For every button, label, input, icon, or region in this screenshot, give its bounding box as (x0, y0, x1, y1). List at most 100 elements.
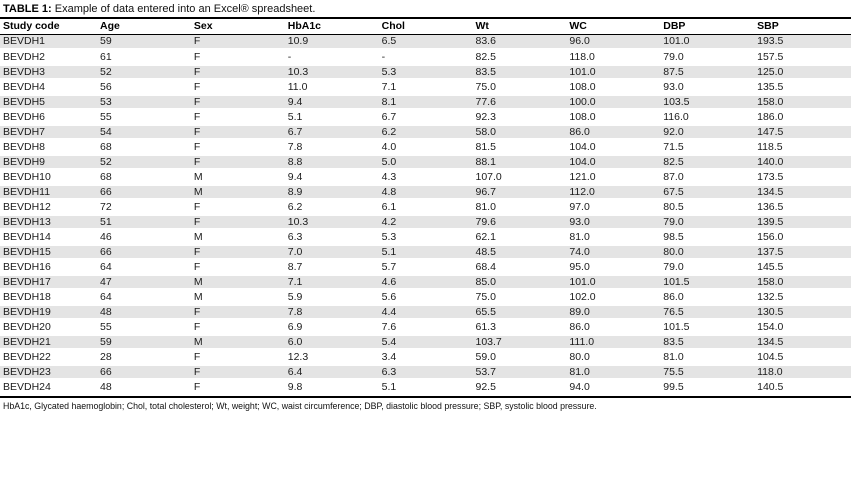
table-cell: 67.5 (663, 184, 758, 201)
table-cell: 66 (100, 244, 194, 261)
column-header-wt: Wt (475, 18, 570, 35)
table-cell: 6.9 (287, 319, 382, 336)
table-cell: 8.8 (287, 154, 382, 171)
table-footnote: HbA1c, Glycated haemoglobin; Chol, total… (3, 400, 597, 411)
table-cell: BEVDH10 (0, 169, 100, 186)
table-cell: 5.0 (381, 154, 476, 171)
table-cell: 7.6 (381, 319, 476, 336)
table-cell: 11.0 (287, 79, 382, 96)
table-cell: BEVDH3 (0, 64, 100, 81)
table-cell: 97.0 (569, 199, 664, 216)
table-cell: 72 (100, 199, 194, 216)
table-cell: 61 (100, 49, 194, 66)
document-page: TABLE 1: Example of data entered into an… (0, 0, 851, 411)
table-cell: 121.0 (569, 169, 664, 186)
table-cell: 81.5 (475, 139, 570, 156)
table-cell: 80.5 (663, 199, 758, 216)
table-cell: 12.3 (287, 349, 382, 366)
table-row: BEVDH3 52 F 10.3 5.3 83.5 101.0 87.5 125.0 (0, 64, 851, 81)
table-caption: TABLE 1: Example of data entered into an… (0, 0, 851, 17)
table-cell: 7.8 (287, 304, 382, 321)
table-cell: 96.7 (475, 184, 570, 201)
table-cell: 65.5 (475, 304, 570, 321)
table-cell: 81.0 (475, 199, 570, 216)
table-row: BEVDH12 72 F 6.2 6.1 81.0 97.0 80.5 136.5 (0, 199, 851, 216)
table-cell: 96.0 (569, 34, 664, 51)
table-cell: 3.4 (381, 349, 476, 366)
table-cell: 7.8 (287, 139, 382, 156)
table-cell: 104.0 (569, 139, 664, 156)
table-cell: F (193, 259, 288, 276)
table-cell: 75.0 (475, 79, 570, 96)
table-cell: 4.4 (381, 304, 476, 321)
table-cell: 53.7 (475, 364, 570, 381)
table-cell: 137.5 (757, 244, 851, 261)
table-cell: 59.0 (475, 349, 570, 366)
table-cell: 135.5 (757, 79, 851, 96)
table-cell: BEVDH20 (0, 319, 100, 336)
table-cell: BEVDH18 (0, 289, 100, 306)
table-cell: 145.5 (757, 259, 851, 276)
table-cell: 81.0 (663, 349, 758, 366)
table-cell: 86.0 (569, 124, 664, 141)
column-header-age: Age (100, 18, 194, 35)
column-header-sex: Sex (193, 18, 288, 35)
table-cell: 99.5 (663, 379, 758, 396)
table-cell: BEVDH9 (0, 154, 100, 171)
table-cell: F (193, 364, 288, 381)
table-cell: F (193, 139, 288, 156)
table-cell: 75.5 (663, 364, 758, 381)
table-cell: 8.1 (381, 94, 476, 111)
table-caption-label: TABLE 1: (3, 3, 52, 15)
table-cell: BEVDH16 (0, 259, 100, 276)
table-cell: 52 (100, 154, 194, 171)
table-cell: BEVDH11 (0, 184, 100, 201)
table-cell: 118.0 (569, 49, 664, 66)
table-cell: BEVDH2 (0, 49, 100, 66)
table-cell: 92.3 (475, 109, 570, 126)
table-cell: 62.1 (475, 229, 570, 246)
column-header-wc: WC (569, 18, 664, 35)
table-cell: BEVDH14 (0, 229, 100, 246)
table-cell: 101.0 (569, 64, 664, 81)
table-row: BEVDH19 48 F 7.8 4.4 65.5 89.0 76.5 130.5 (0, 304, 851, 321)
table-cell: 88.1 (475, 154, 570, 171)
table-cell: BEVDH13 (0, 214, 100, 231)
table-cell: 111.0 (569, 334, 664, 351)
table-bottom-rule (0, 395, 851, 398)
table-cell: 68 (100, 169, 194, 186)
table-cell: BEVDH23 (0, 364, 100, 381)
table-cell: 9.8 (287, 379, 382, 396)
table-cell: 5.3 (381, 64, 476, 81)
table-cell: 79.6 (475, 214, 570, 231)
table-cell: 68.4 (475, 259, 570, 276)
table-cell: 136.5 (757, 199, 851, 216)
table-cell: - (287, 49, 382, 66)
table-row: BEVDH14 46 M 6.3 5.3 62.1 81.0 98.5 156.0 (0, 229, 851, 246)
table-cell: 10.9 (287, 34, 382, 51)
table-cell: BEVDH1 (0, 34, 100, 51)
table-cell: 56 (100, 79, 194, 96)
table-cell: 61.3 (475, 319, 570, 336)
table-cell: 5.4 (381, 334, 476, 351)
table-cell: 93.0 (569, 214, 664, 231)
data-table: Study code Age Sex HbA1c Chol Wt WC DBP … (0, 17, 851, 396)
table-cell: 112.0 (569, 184, 664, 201)
table-row: BEVDH10 68 M 9.4 4.3 107.0 121.0 87.0 173.5 (0, 169, 851, 186)
table-cell: 6.3 (287, 229, 382, 246)
table-cell: 140.0 (757, 154, 851, 171)
table-cell: 55 (100, 319, 194, 336)
table-cell: 6.4 (287, 364, 382, 381)
table-cell: 6.0 (287, 334, 382, 351)
table-cell: 156.0 (757, 229, 851, 246)
table-cell: 193.5 (757, 34, 851, 51)
table-row: BEVDH16 64 F 8.7 5.7 68.4 95.0 79.0 145.5 (0, 259, 851, 276)
table-cell: 4.2 (381, 214, 476, 231)
table-cell: 103.5 (663, 94, 758, 111)
table-cell: - (381, 49, 476, 66)
table-cell: 74.0 (569, 244, 664, 261)
table-cell: 173.5 (757, 169, 851, 186)
table-cell: 82.5 (475, 49, 570, 66)
table-cell: F (193, 109, 288, 126)
table-cell: 75.0 (475, 289, 570, 306)
